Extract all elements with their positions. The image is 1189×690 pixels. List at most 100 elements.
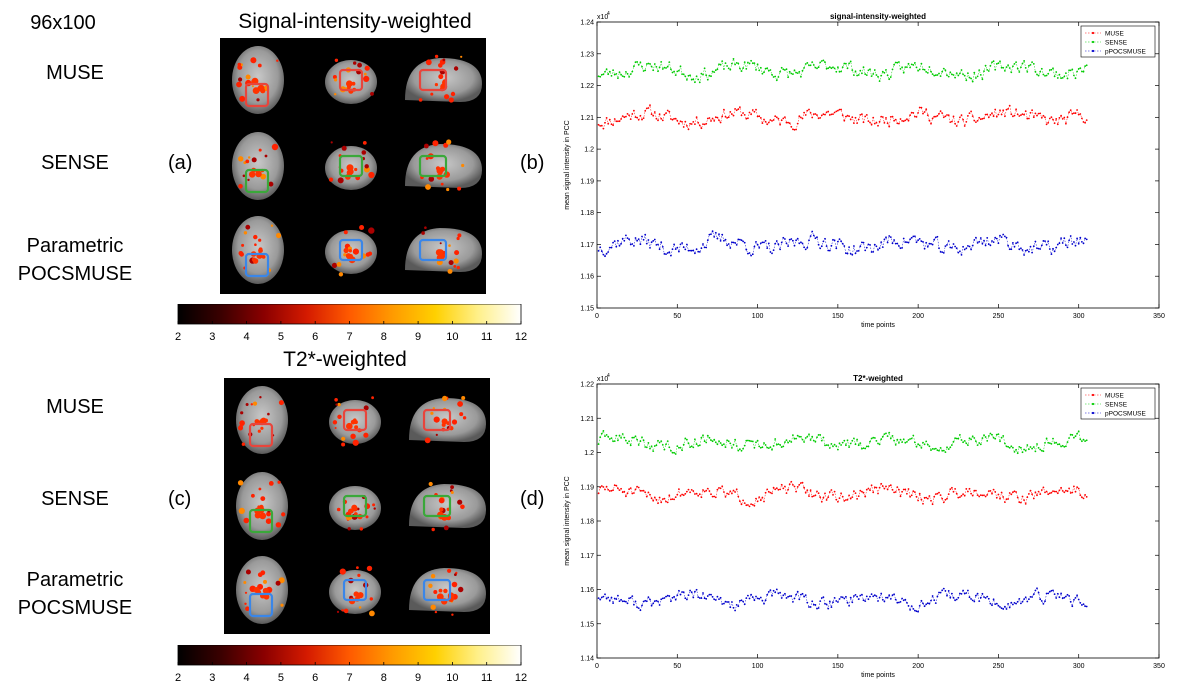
data-point-ppocsmuse (708, 593, 711, 596)
data-point-ppocsmuse (731, 241, 733, 244)
data-point-sense (600, 432, 603, 435)
data-point-muse (901, 120, 903, 122)
data-point-sense (978, 442, 981, 444)
data-point-muse (745, 117, 748, 120)
data-point-ppocsmuse (727, 243, 730, 245)
data-point-ppocsmuse (930, 599, 932, 602)
data-point-sense (700, 72, 703, 75)
data-point-ppocsmuse (787, 595, 789, 598)
data-point-muse (1013, 490, 1016, 493)
data-point-sense (934, 74, 937, 77)
data-point-ppocsmuse (748, 252, 751, 254)
data-point-muse (820, 500, 823, 503)
data-point-sense (780, 66, 783, 69)
data-point-sense (1002, 66, 1005, 69)
data-point-ppocsmuse (946, 594, 948, 597)
activation-blob (334, 427, 337, 429)
data-point-muse (898, 122, 900, 125)
data-point-muse (1050, 491, 1053, 494)
data-point-sense (702, 73, 704, 76)
data-point-sense (1055, 441, 1058, 444)
data-point-muse (777, 117, 780, 120)
data-point-sense (604, 435, 606, 437)
data-point-ppocsmuse (753, 245, 756, 248)
data-point-muse (1034, 491, 1037, 494)
data-point-ppocsmuse (975, 236, 977, 239)
data-point-sense (1068, 69, 1070, 72)
data-point-sense (1036, 443, 1038, 445)
data-point-muse (851, 116, 854, 119)
x-tick-label: 0 (595, 663, 599, 670)
data-point-ppocsmuse (759, 242, 762, 245)
data-point-muse (854, 116, 857, 119)
data-point-muse (739, 500, 741, 503)
activation-blob (341, 436, 346, 441)
data-point-muse (926, 497, 929, 500)
data-point-sense (742, 67, 744, 69)
data-point-sense (694, 81, 696, 84)
data-point-ppocsmuse (846, 601, 849, 604)
activation-blob (362, 141, 367, 145)
data-point-muse (695, 492, 698, 495)
data-point-muse (637, 486, 640, 489)
data-point-muse (995, 115, 998, 118)
roi-box-coronal-sense (342, 494, 368, 518)
data-point-muse (1058, 489, 1061, 492)
data-point-sense (631, 70, 634, 73)
data-point-ppocsmuse (999, 606, 1001, 608)
data-point-muse (867, 487, 870, 490)
data-point-sense (613, 440, 616, 442)
data-point-ppocsmuse (600, 250, 603, 253)
data-point-sense (684, 437, 687, 440)
data-point-ppocsmuse (790, 595, 793, 597)
data-point-sense (992, 60, 995, 63)
y-tick-label: 1.18 (580, 210, 594, 217)
y-axis-label: mean signal intensity in PCC (564, 476, 571, 566)
data-point-ppocsmuse (689, 249, 691, 252)
data-point-sense (811, 61, 814, 63)
data-point-ppocsmuse (1044, 600, 1046, 603)
data-point-ppocsmuse (828, 600, 831, 603)
data-point-sense (989, 64, 992, 67)
data-point-muse (971, 115, 974, 117)
data-point-sense (772, 445, 775, 447)
bottom-row-label-sense: SENSE (41, 488, 109, 510)
data-point-sense (1021, 62, 1024, 65)
data-point-ppocsmuse (827, 249, 830, 252)
activation-blob (278, 400, 284, 406)
data-point-ppocsmuse (620, 242, 622, 245)
data-point-sense (893, 439, 895, 442)
data-point-sense (952, 440, 955, 443)
data-point-ppocsmuse (1063, 596, 1066, 599)
data-point-muse (923, 111, 926, 113)
colorbar-tick-label: 8 (381, 672, 387, 684)
data-point-muse (873, 486, 876, 489)
data-point-sense (889, 437, 892, 440)
data-point-muse (883, 487, 886, 490)
data-point-ppocsmuse (922, 241, 924, 243)
data-point-muse (814, 494, 817, 497)
data-point-ppocsmuse (1084, 237, 1086, 240)
data-point-sense (705, 74, 708, 77)
data-point-ppocsmuse (872, 251, 875, 253)
data-point-muse (686, 125, 688, 127)
data-point-sense (878, 443, 881, 446)
data-point-muse (1048, 492, 1051, 495)
data-point-sense (617, 439, 619, 442)
data-point-ppocsmuse (650, 604, 653, 607)
data-point-sense (751, 62, 754, 65)
data-point-ppocsmuse (862, 241, 865, 244)
roi-box-sagittal-muse (422, 408, 452, 432)
data-point-muse (902, 488, 905, 491)
data-point-muse (1081, 496, 1083, 499)
data-point-ppocsmuse (615, 245, 618, 248)
data-point-muse (676, 493, 679, 496)
data-point-muse (605, 485, 608, 488)
data-point-muse (761, 122, 764, 124)
data-point-ppocsmuse (769, 251, 772, 253)
data-point-ppocsmuse (711, 596, 714, 598)
activation-blob (432, 140, 439, 147)
data-point-muse (716, 488, 719, 491)
data-point-sense (968, 437, 971, 440)
data-point-ppocsmuse (676, 246, 679, 249)
